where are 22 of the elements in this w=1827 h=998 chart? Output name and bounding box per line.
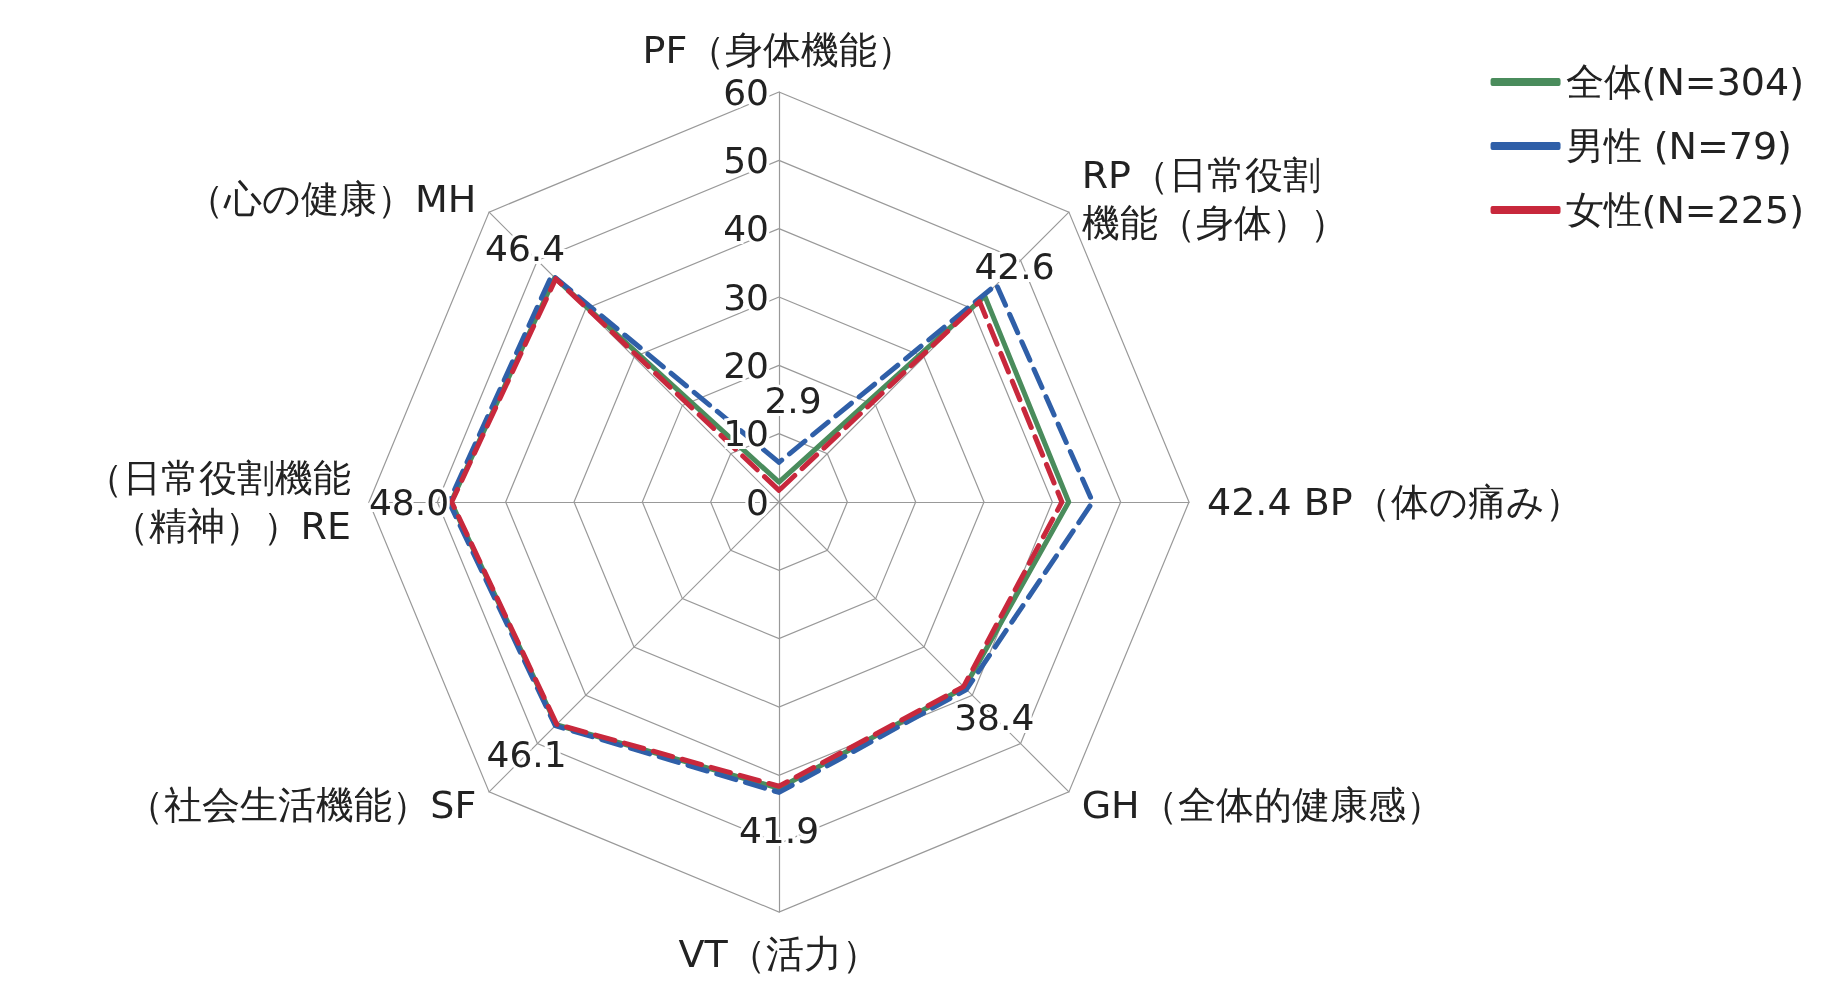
data-label: 42.6: [974, 245, 1055, 287]
spoke-label: （社会生活機能）SF: [126, 782, 477, 827]
spoke-label: （心の健康）MH: [185, 177, 477, 222]
data-label: 46.1: [486, 733, 567, 775]
data-label: 38.4: [954, 696, 1035, 738]
data-label: 46.4: [485, 227, 566, 269]
legend-label: 全体(N=304): [1565, 60, 1805, 104]
spoke-label: PF（身体機能）: [642, 28, 916, 72]
y-tick-label: 0: [746, 481, 769, 523]
data-label: 48.0: [368, 481, 450, 523]
legend-label: 男性 (N=79): [1565, 124, 1792, 168]
data-label: 41.9: [738, 809, 820, 851]
spoke-label: 42.4 BP（体の痛み）: [1207, 480, 1583, 524]
y-tick-label: 30: [723, 276, 769, 318]
spoke-label: RP（日常役割機能（身体））: [1081, 153, 1348, 246]
y-tick-label: 50: [723, 139, 769, 181]
y-tick-label: 40: [723, 208, 769, 250]
y-tick-label: 60: [723, 71, 769, 113]
legend-label: 女性(N=225): [1565, 188, 1805, 232]
spoke-label: GH（全体的健康感）: [1081, 782, 1444, 827]
spoke-label: VT（活力）: [678, 932, 880, 976]
spoke-label: （日常役割機能（精神））RE: [85, 456, 351, 548]
